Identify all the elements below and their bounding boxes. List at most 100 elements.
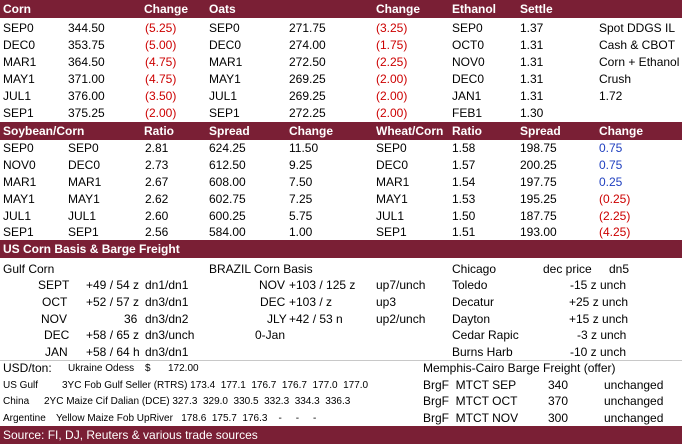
gulf-code: dn3/dn1 — [145, 345, 189, 359]
corn-header: Corn — [3, 2, 31, 16]
barge-label: BrgF MTCT SEP — [423, 378, 517, 392]
usd-ton-item: Ukraine Odess — [68, 363, 135, 374]
brazil-code: up7/unch — [376, 278, 426, 292]
wheat-ratio-header: Ratio — [452, 124, 482, 138]
soy-spread: 600.25 — [209, 209, 246, 223]
ethanol-settle: 1.37 — [520, 21, 544, 35]
soy-month: SEP0 — [3, 141, 34, 155]
oats-change: (2.00) — [376, 72, 408, 86]
soy-change: 7.50 — [289, 175, 313, 189]
oats-change: (2.00) — [376, 106, 408, 120]
oats-price: 271.75 — [289, 21, 326, 35]
wheat-month: DEC0 — [376, 158, 409, 172]
soy-change: 11.50 — [289, 141, 319, 155]
ethanol-extra: Spot DDGS IL — [599, 21, 676, 35]
usd-region: China — [3, 396, 30, 407]
brazil-corn-title: BRAZIL Corn Basis — [209, 262, 313, 276]
ethanol-settle: 1.31 — [520, 38, 544, 52]
wheat-month: MAR1 — [376, 175, 410, 189]
gulf-code: dn1/dn1 — [145, 278, 189, 292]
usd-region: US Gulf — [3, 380, 39, 391]
barge-value: 340 — [548, 378, 569, 392]
wheat-month: SEP1 — [376, 225, 407, 239]
ethanol-settle: 1.30 — [520, 106, 544, 120]
interior-location: Dayton — [452, 312, 491, 326]
oats-month: MAR1 — [209, 55, 243, 69]
wheat-spread: 195.25 — [520, 192, 557, 206]
interior-value: -3 z unch — [577, 328, 627, 342]
interior-value: +25 z unch — [569, 295, 629, 309]
wheat-change: (4.25) — [599, 225, 631, 239]
wheat-corn-header: Wheat/Corn — [376, 124, 444, 138]
gulf-month: SEPT — [38, 278, 70, 292]
memphis-title: Memphis-Cairo Barge Freight (offer) — [423, 361, 616, 375]
corn-month: SEP1 — [68, 225, 99, 239]
ethanol-month: JAN1 — [452, 89, 482, 103]
brazil-value: +103 / z — [289, 295, 333, 309]
soy-spread: 602.75 — [209, 192, 246, 206]
oats-change-header: Change — [376, 2, 421, 16]
interior-location: Cedar Rapic — [452, 328, 519, 342]
corn-price: 344.50 — [68, 21, 105, 35]
gulf-value: +49 / 54 z — [86, 278, 140, 292]
soy-ratio: 2.56 — [145, 225, 169, 239]
oats-price: 272.25 — [289, 106, 326, 120]
brazil-value: +42 / 53 n — [289, 312, 343, 326]
gulf-month: NOV — [41, 312, 68, 326]
wheat-change: 0.25 — [599, 175, 623, 189]
oats-change: (2.00) — [376, 89, 408, 103]
wheat-spread-header: Spread — [520, 124, 561, 138]
soy-month: MAY1 — [3, 192, 35, 206]
interior-value: -10 z unch — [570, 345, 627, 359]
soy-change: 5.75 — [289, 209, 313, 223]
brazil-value: +103 / 125 z — [289, 278, 356, 292]
usd-ton-label: USD/ton: — [3, 361, 52, 375]
gulf-value: +58 / 65 z — [86, 328, 140, 342]
soy-spread: 624.25 — [209, 141, 246, 155]
corn-price: 375.25 — [68, 106, 105, 120]
interior-value: +15 z unch — [569, 312, 629, 326]
ethanol-settle: 1.31 — [520, 72, 544, 86]
soy-ratio: 2.62 — [145, 192, 169, 206]
oats-month: JUL1 — [209, 89, 238, 103]
wheat-spread: 187.75 — [520, 209, 557, 223]
wheat-change: 0.75 — [599, 141, 623, 155]
corn-price: 364.50 — [68, 55, 105, 69]
barge-status: unchanged — [604, 394, 664, 408]
wheat-spread: 197.75 — [520, 175, 557, 189]
ethanol-month: SEP0 — [452, 21, 483, 35]
corn-change: (5.00) — [145, 38, 177, 52]
usd-desc: 2YC Maize Cif Dalian (DCE) 327.3 329.0 3… — [44, 396, 351, 407]
brazil-code: up2/unch — [376, 312, 426, 326]
usd-desc: Yellow Maize Fob UpRiver 178.6 175.7 176… — [56, 413, 317, 424]
ethanol-settle: 1.31 — [520, 89, 544, 103]
wheat-month: JUL1 — [376, 209, 405, 223]
oats-change: (2.25) — [376, 55, 408, 69]
source-text: Source: FI, DJ, Reuters & various trade … — [3, 428, 258, 442]
ethanol-month: FEB1 — [452, 106, 483, 120]
corn-month: MAY1 — [3, 72, 35, 86]
oats-change: (1.75) — [376, 38, 408, 52]
usd-ton-value: 172.00 — [168, 363, 199, 374]
chicago-change: dn5 — [609, 262, 630, 276]
oats-change: (3.25) — [376, 21, 408, 35]
oats-month: MAY1 — [209, 72, 241, 86]
ethanol-month: NOV0 — [452, 55, 485, 69]
barge-status: unchanged — [604, 378, 664, 392]
usd-desc: 3YC Fob Gulf Seller (RTRS) 173.4 177.1 1… — [62, 380, 369, 391]
brazil-month: NOV — [259, 278, 286, 292]
ethanol-header: Ethanol — [452, 2, 496, 16]
ethanol-month: DEC0 — [452, 72, 485, 86]
soy-spread: 584.00 — [209, 225, 246, 239]
soy-spread: 608.00 — [209, 175, 246, 189]
soy-ratio: 2.73 — [145, 158, 169, 172]
brazil-month: JLY — [267, 312, 287, 326]
corn-month: MAY1 — [68, 192, 100, 206]
corn-month: SEP0 — [3, 21, 34, 35]
oats-month: SEP0 — [209, 21, 240, 35]
soy-month: SEP1 — [3, 225, 34, 239]
brazil-month: DEC — [260, 295, 286, 309]
wheat-change-header: Change — [599, 124, 644, 138]
usd-ton-currency: $ — [145, 363, 151, 374]
oats-price: 269.25 — [289, 89, 326, 103]
